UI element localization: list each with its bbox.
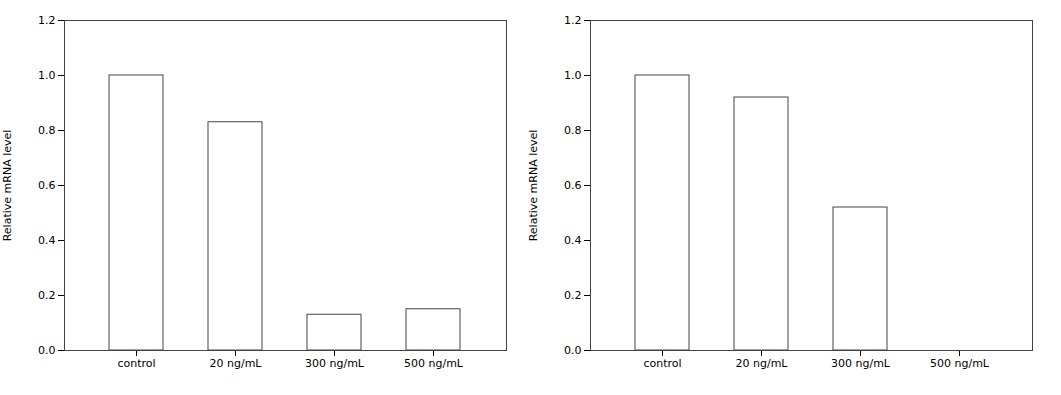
svg-text:500 ng/mL: 500 ng/mL (930, 357, 990, 370)
svg-text:control: control (117, 357, 155, 370)
svg-text:0.8: 0.8 (564, 124, 582, 137)
svg-text:20 ng/mL: 20 ng/mL (210, 357, 263, 370)
svg-text:0.0: 0.0 (38, 344, 56, 357)
svg-text:300 ng/mL: 300 ng/mL (305, 357, 365, 370)
svg-text:0.2: 0.2 (564, 289, 582, 302)
svg-text:20 ng/mL: 20 ng/mL (736, 357, 789, 370)
svg-text:500 ng/mL: 500 ng/mL (404, 357, 464, 370)
svg-text:1.2: 1.2 (564, 14, 582, 27)
svg-text:0.6: 0.6 (38, 179, 56, 192)
svg-text:1.0: 1.0 (564, 69, 582, 82)
svg-text:1.2: 1.2 (38, 14, 56, 27)
svg-text:300 ng/mL: 300 ng/mL (831, 357, 891, 370)
svg-text:0.8: 0.8 (38, 124, 56, 137)
svg-text:Relative mRNA level: Relative mRNA level (527, 130, 540, 242)
svg-text:0.6: 0.6 (564, 179, 582, 192)
svg-text:0.2: 0.2 (38, 289, 56, 302)
svg-text:0.0: 0.0 (564, 344, 582, 357)
svg-text:0.4: 0.4 (564, 234, 582, 247)
svg-text:control: control (643, 357, 681, 370)
svg-text:Relative mRNA level: Relative mRNA level (1, 130, 14, 242)
svg-text:0.4: 0.4 (38, 234, 56, 247)
svg-text:1.0: 1.0 (38, 69, 56, 82)
